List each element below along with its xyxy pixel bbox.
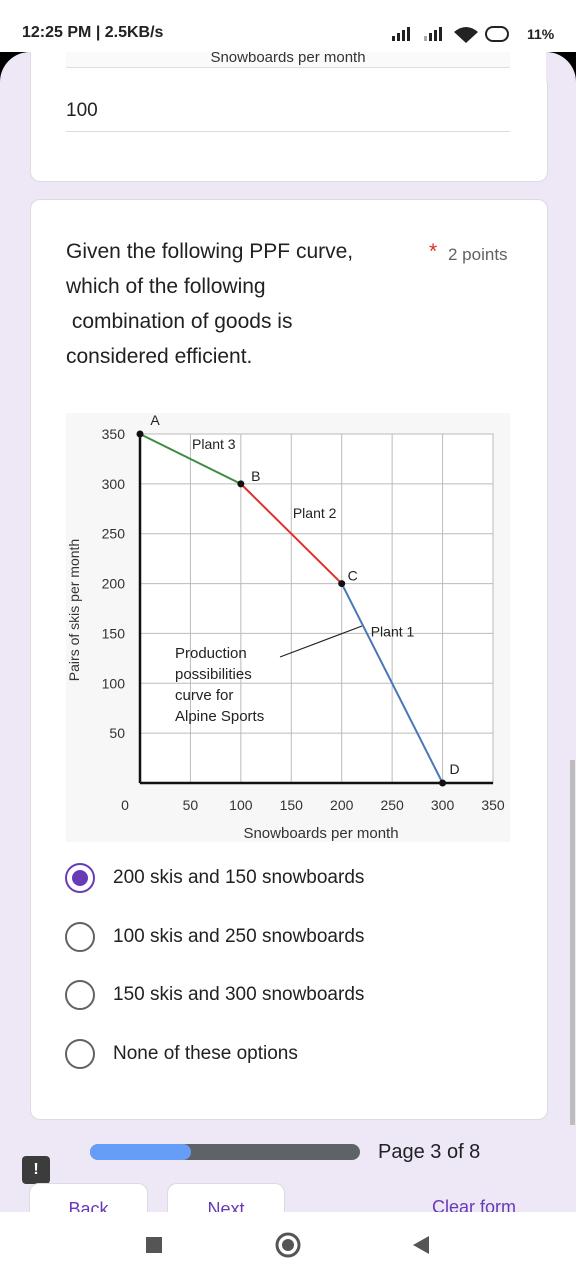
home-dot [282, 1239, 294, 1251]
y-tick-label: 50 [109, 725, 125, 741]
x-tick-label: 150 [280, 797, 304, 813]
option-label[interactable]: 100 skis and 250 snowboards [113, 925, 365, 947]
question-line: Given the following PPF curve, [66, 240, 354, 263]
status-icons [392, 26, 509, 43]
x-tick-label: 50 [183, 797, 199, 813]
y-tick-label: 350 [102, 426, 126, 442]
x-tick-label: 300 [431, 797, 455, 813]
x-tick-label: 250 [380, 797, 404, 813]
point [338, 580, 346, 588]
ppf-segment [340, 583, 444, 784]
y-tick-label: 250 [102, 526, 126, 542]
point [136, 430, 144, 438]
answer-underline [66, 131, 510, 132]
page-indicator: Page 3 of 8 [378, 1141, 481, 1163]
progress-fill [90, 1144, 192, 1160]
status-bar [0, 0, 576, 52]
home-button[interactable] [275, 1232, 301, 1258]
annotation-leader [279, 625, 363, 658]
y-tick-label: 200 [102, 576, 126, 592]
y-tick-label: 100 [102, 675, 126, 691]
annotation-line: possibilities [175, 666, 252, 683]
y-tick-label: 300 [102, 476, 126, 492]
ppf-segment [240, 483, 343, 585]
radio-button[interactable] [65, 1039, 95, 1070]
points: 2 points [448, 245, 508, 264]
radio-dot [72, 870, 88, 886]
answer-text: 100 [66, 100, 98, 121]
segment-label: Plant 1 [371, 624, 415, 640]
annotation-line: Production [175, 645, 247, 662]
status-time: 12:25 PM | 2.5KB/s [22, 24, 164, 41]
option-label[interactable]: 200 skis and 150 snowboards [113, 867, 365, 888]
point-label: C [348, 568, 358, 584]
ppf-segment [139, 433, 242, 485]
segment-label: Plant 2 [293, 505, 337, 521]
battery-level: 11% [527, 26, 555, 42]
point-label: A [150, 413, 160, 428]
point [439, 779, 447, 787]
y-axis-label: Pairs of skis per month [66, 539, 82, 681]
plot-area [139, 433, 494, 784]
x-tick-label: 350 [481, 797, 505, 813]
recent-button[interactable] [146, 1237, 162, 1253]
x-tick-label: 100 [229, 797, 253, 813]
point [237, 480, 245, 488]
point-label: B [251, 468, 260, 484]
segment-label: Plant 3 [192, 436, 236, 452]
scrollbar [570, 760, 575, 1125]
question-line: which of the following [66, 275, 266, 298]
question-line: considered efficient. [66, 345, 253, 368]
required-star: * [429, 240, 438, 263]
annotation-line: curve for [175, 687, 233, 704]
progress-bar [90, 1144, 360, 1160]
y-tick-label: 150 [102, 625, 126, 641]
radio-button[interactable] [65, 980, 95, 1011]
annotation-line: Alpine Sports [175, 708, 264, 725]
point-label: D [450, 761, 460, 777]
x-axis-label: Snowboards per month [243, 825, 398, 842]
radio-button[interactable] [65, 921, 95, 952]
option-label[interactable]: None of these options [113, 1043, 298, 1065]
radio-button[interactable] [65, 863, 95, 893]
back-nav-button[interactable] [413, 1236, 429, 1254]
x-tick-label: 0 [121, 797, 129, 813]
x-tick-label: 200 [330, 797, 354, 813]
option-label[interactable]: 150 skis and 300 snowboards [113, 984, 365, 1006]
alert-badge: ! [22, 1156, 50, 1184]
chart: 0 50 100 150 200 250 300 350 50 100 150 200 250 300 35… [66, 413, 510, 842]
nav-icons [146, 1232, 429, 1258]
question-line: combination of goods is [66, 310, 293, 333]
